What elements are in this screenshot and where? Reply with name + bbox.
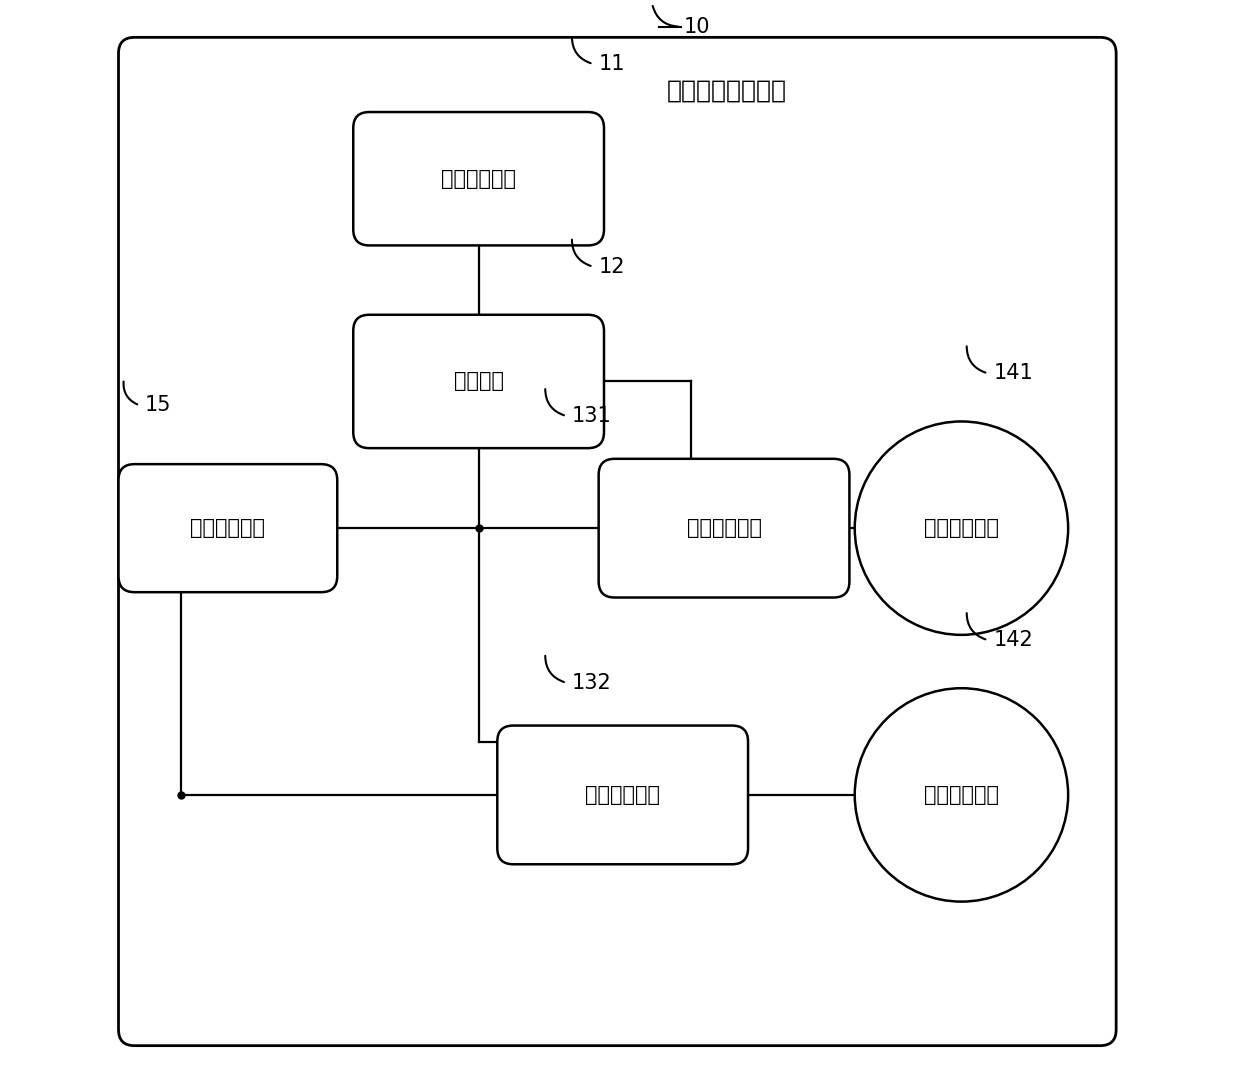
Text: 141: 141 [993, 364, 1033, 383]
FancyBboxPatch shape [353, 315, 604, 448]
Text: 稳压电路: 稳压电路 [454, 371, 503, 392]
Text: 11: 11 [599, 54, 625, 74]
FancyBboxPatch shape [599, 459, 849, 598]
Text: 电源输入接口: 电源输入接口 [441, 169, 516, 189]
Text: 第二逆变电路: 第二逆变电路 [585, 785, 660, 805]
Text: 12: 12 [599, 257, 625, 276]
Text: 15: 15 [145, 396, 171, 415]
Circle shape [854, 421, 1068, 635]
Text: 第二发射线圈: 第二发射线圈 [924, 785, 999, 805]
Text: 无线充电发射电路: 无线充电发射电路 [667, 79, 786, 102]
Text: 10: 10 [684, 17, 711, 36]
FancyBboxPatch shape [497, 726, 748, 864]
Text: 充电控制电路: 充电控制电路 [191, 519, 265, 538]
Text: 第一发射线圈: 第一发射线圈 [924, 519, 999, 538]
FancyBboxPatch shape [119, 464, 337, 592]
Text: 142: 142 [993, 631, 1033, 650]
Circle shape [854, 688, 1068, 902]
FancyBboxPatch shape [353, 112, 604, 245]
Text: 第一逆变电路: 第一逆变电路 [687, 519, 761, 538]
Text: 132: 132 [572, 673, 611, 692]
FancyBboxPatch shape [119, 37, 1116, 1046]
Text: 131: 131 [572, 407, 611, 426]
